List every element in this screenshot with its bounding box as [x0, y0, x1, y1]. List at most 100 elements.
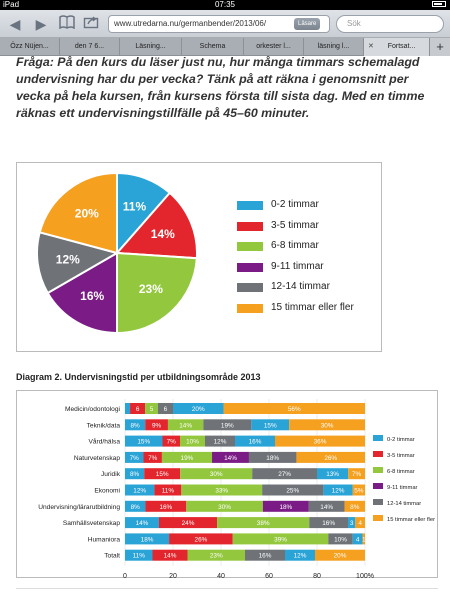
tab-item[interactable]: Läsning... [120, 38, 182, 56]
bookmarks-icon[interactable] [58, 15, 76, 33]
x-tick-label: 80 [313, 573, 321, 579]
bar-segment-label: 8% [350, 504, 360, 511]
diagram-title: Diagram 2. Undervisningstid per utbildni… [16, 372, 261, 382]
bar-segment-label: 20% [334, 553, 347, 560]
stacked-bar-chart: 0 20 40 60 80 100% Medicin/odontologi 6 5 6 20% 56%… [38, 399, 435, 580]
bar-segment [125, 435, 163, 447]
tab-item[interactable]: Özz Nüjen... [0, 38, 60, 56]
back-icon[interactable]: ◀ [9, 16, 21, 32]
legend-label: 0-2 timmar [387, 437, 415, 443]
device-label: iPad [3, 0, 20, 9]
bar-segment-label: 4 [356, 536, 360, 543]
legend-swatch [237, 262, 263, 272]
bar-segment [308, 500, 345, 512]
bar-segment-label: 20% [192, 406, 205, 413]
bar-segment [154, 484, 182, 496]
bar-segment-label: 18% [266, 455, 279, 462]
bar-segment [275, 435, 365, 447]
bar-segment [143, 451, 162, 463]
tab-item[interactable]: läsning l... [304, 38, 364, 56]
bar-segment [262, 500, 309, 512]
bar-segment [161, 451, 213, 463]
category-label: Ekonomi [94, 488, 120, 495]
pie-chart-box: 11% 14% 23% 16% 12% 20% 0-2 timmar 3-5 timmar 6… [16, 162, 382, 352]
legend-swatch [373, 435, 383, 441]
bar-segment [289, 419, 365, 431]
bar-segment-label: 14% [164, 553, 177, 560]
bar-segment-label: 12% [332, 488, 345, 495]
legend-swatch [373, 451, 383, 457]
bar-segment [217, 517, 310, 529]
forward-icon[interactable]: ▶ [35, 16, 47, 32]
bar-segment-label: 15% [156, 471, 169, 478]
bar-segment [352, 484, 365, 496]
bar-segment [315, 549, 365, 561]
category-label: Juridik [101, 471, 121, 478]
bar-segment [328, 533, 353, 545]
bar-segment [323, 484, 353, 496]
bar-segment [158, 517, 218, 529]
bar-segment-label: 10% [334, 536, 347, 543]
legend-swatch [237, 221, 263, 231]
bar-segment-label: 16% [249, 439, 262, 446]
category-label: Medicin/odontologi [65, 406, 121, 413]
bar-segment-label: 12% [294, 553, 307, 560]
bar-segment [180, 468, 253, 480]
bar-segment-label: 30% [321, 422, 334, 429]
bar-segment-label: 26% [324, 455, 337, 462]
legend-label: 15 timmar eller fler [387, 517, 435, 523]
bar-segment [162, 435, 180, 447]
reader-button[interactable]: Läsare [294, 18, 321, 30]
bar-segment [248, 451, 297, 463]
bar-segment-label: 12% [214, 439, 227, 446]
bar-segment-label: 11% [162, 488, 175, 495]
bar-segment [180, 435, 205, 447]
tab-label: Läsning... [135, 43, 166, 50]
tab-item-active[interactable]: ✕ Fortsat... [364, 38, 430, 56]
bar-segment-label: 14% [224, 455, 237, 462]
tab-item[interactable]: Schema [182, 38, 244, 56]
question-text: Fråga: På den kurs du läser just nu, hur… [16, 56, 425, 120]
bar-segment [245, 549, 285, 561]
share-icon[interactable] [82, 15, 100, 33]
bar-segment-label: 24% [182, 520, 195, 527]
bar-segment-label: 6 [136, 406, 140, 413]
category-label: Undervisning/lärarutbildning [38, 504, 120, 511]
pie-slice [38, 171, 118, 255]
pie-slice-label: 11% [123, 200, 147, 214]
add-tab-button[interactable]: + [430, 38, 450, 56]
legend-label: 6-8 timmar [271, 240, 319, 251]
legend-label: 6-8 timmar [387, 469, 415, 475]
bar-segment [223, 403, 365, 414]
bar-segment-label: 10% [186, 439, 199, 446]
url-field[interactable]: www.utredarna.nu/germanbender/2013/06/ [108, 15, 330, 33]
x-tick-label: 100% [356, 573, 374, 579]
tab-item[interactable]: orkester l... [244, 38, 304, 56]
bar-segment-label: 18% [279, 504, 292, 511]
bar-segment-label: 15% [264, 422, 277, 429]
bar-segment-label: 7% [148, 455, 158, 462]
bar-segment [187, 549, 245, 561]
bar-segment-label: 7% [352, 471, 362, 478]
bar-segment [173, 403, 224, 414]
bar-chart-box: 0 20 40 60 80 100% Medicin/odontologi 6 5 6 20% 56%… [16, 390, 438, 580]
pie-slice-label: 16% [80, 289, 104, 303]
search-input[interactable]: Sök [336, 15, 444, 33]
legend-swatch [237, 242, 263, 251]
bar-segment [352, 533, 363, 545]
bar-segment-label: 5% [354, 488, 364, 495]
bar-segment-label: 9% [152, 422, 162, 429]
tab-item[interactable]: den 7 6... [60, 38, 120, 56]
bar-segment [317, 468, 349, 480]
bar-segment-label: 18% [141, 536, 154, 543]
browser-toolbar: ◀ ▶ www.utredarna.nu/germanbender/2013/0… [0, 10, 450, 38]
close-tab-icon[interactable]: ✕ [368, 43, 374, 50]
clock: 07:35 [214, 0, 236, 9]
bar-segment-label: 14% [136, 520, 149, 527]
x-tick-label: 0 [123, 573, 127, 579]
bar-segment-label: 3 [350, 520, 354, 527]
tab-bar: Özz Nüjen... den 7 6... Läsning... Schem… [0, 38, 450, 56]
bar-segment [285, 549, 315, 561]
tab-label: läsning l... [317, 43, 350, 50]
bar-segment-label: 16% [159, 504, 172, 511]
